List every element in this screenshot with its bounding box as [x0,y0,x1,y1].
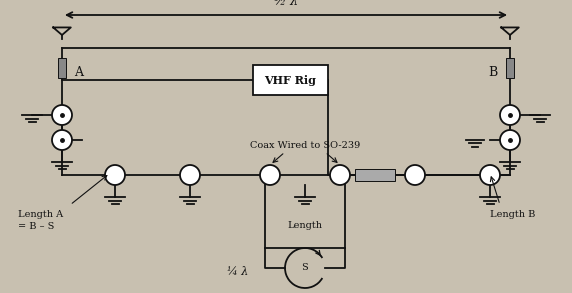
Text: VHF Rig: VHF Rig [264,74,316,86]
Circle shape [500,105,520,125]
Text: A: A [74,66,83,79]
Text: S: S [301,263,308,272]
Text: B: B [488,66,498,79]
Circle shape [480,165,500,185]
Circle shape [52,105,72,125]
Bar [58,58,66,78]
Text: ¼ λ: ¼ λ [227,267,248,277]
Text: ½ λ: ½ λ [274,0,298,8]
Circle shape [405,165,425,185]
Text: Length: Length [288,221,323,229]
Bar [355,169,395,181]
Circle shape [500,130,520,150]
Circle shape [180,165,200,185]
Text: Coax Wired to SO-239: Coax Wired to SO-239 [250,141,360,149]
Bar [252,65,328,95]
Circle shape [105,165,125,185]
Text: Length B: Length B [490,210,535,219]
Circle shape [260,165,280,185]
Text: Length A
= B – S: Length A = B – S [18,210,63,231]
Bar [506,58,514,78]
Circle shape [330,165,350,185]
Circle shape [52,130,72,150]
